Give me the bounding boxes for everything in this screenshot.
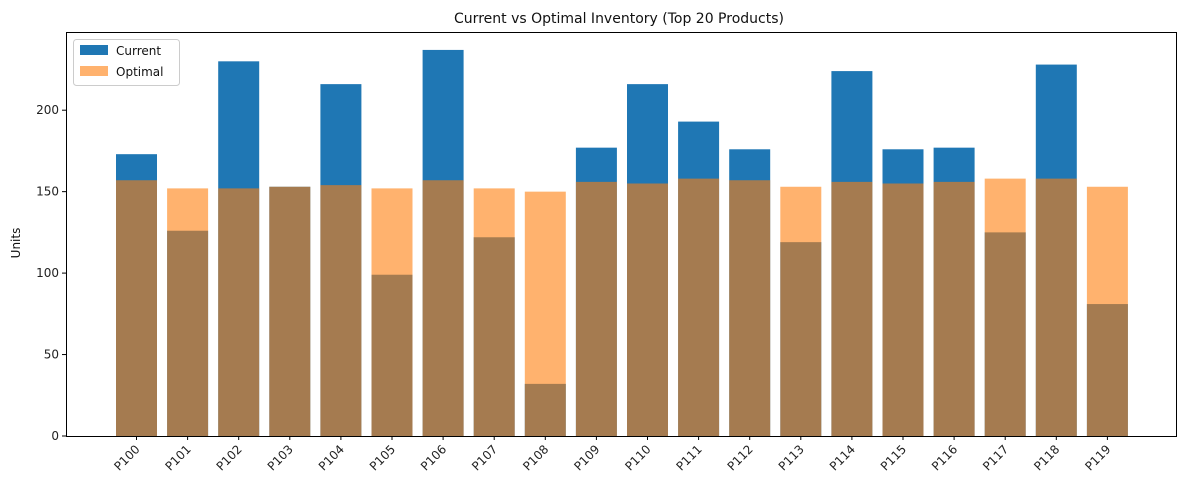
bar-optimal-p102: [218, 188, 260, 436]
bars-layer: [116, 49, 1128, 437]
bar-optimal-p107: [473, 188, 515, 436]
x-tick-label: P106: [418, 442, 449, 473]
bar-optimal-p111: [678, 178, 720, 436]
legend-label-current: Current: [116, 44, 161, 58]
bar-optimal-p106: [422, 180, 464, 436]
chart-title: Current vs Optimal Inventory (Top 20 Pro…: [454, 11, 784, 27]
y-tick-label: 150: [36, 185, 59, 199]
x-tick-label: P111: [674, 442, 705, 473]
x-tick-label: P101: [163, 442, 194, 473]
bar-optimal-p110: [627, 183, 668, 436]
bar-optimal-p112: [729, 180, 771, 436]
y-tick-label: 0: [51, 429, 59, 443]
legend-label-optimal: Optimal: [116, 65, 163, 79]
bar-optimal-p113: [780, 186, 822, 436]
bar-optimal-p108: [524, 191, 566, 436]
y-tick-label: 50: [44, 348, 59, 362]
x-tick-label: P116: [929, 442, 960, 473]
x-tick-label: P107: [469, 442, 500, 473]
legend-swatch-optimal: [80, 66, 108, 76]
bar-optimal-p109: [575, 181, 617, 436]
x-tick-label: P113: [776, 442, 807, 473]
x-tick-label: P100: [111, 442, 142, 473]
bar-optimal-p115: [882, 183, 924, 436]
bar-optimal-p101: [167, 188, 209, 436]
x-tick-label: P104: [316, 442, 347, 473]
x-tick-label: P110: [622, 442, 653, 473]
x-tick-label: P114: [827, 442, 858, 473]
bar-optimal-p118: [1035, 178, 1077, 436]
x-axis: P100 P101 P102 P103 P104 P105 P106 P107 P108 P109…: [111, 436, 1114, 473]
x-tick-label: P119: [1082, 442, 1113, 473]
y-axis: 0 50 100 150 200: [36, 103, 66, 443]
bar-optimal-p116: [933, 181, 975, 436]
x-tick-label: P115: [878, 442, 909, 473]
y-tick-label: 200: [36, 103, 59, 117]
y-tick-label: 100: [36, 266, 59, 280]
plot-frame: [66, 32, 1177, 437]
bar-optimal-p114: [831, 181, 873, 436]
y-axis-label: Units: [9, 228, 23, 259]
x-tick-label: P105: [367, 442, 398, 473]
x-tick-label: P103: [265, 442, 296, 473]
bar-optimal-p119: [1086, 186, 1128, 436]
x-tick-label: P112: [725, 442, 756, 473]
legend: Current Optimal: [73, 39, 180, 86]
bar-optimal-p105: [371, 188, 413, 436]
x-tick-label: P118: [1031, 442, 1062, 473]
x-tick-label: P108: [520, 442, 551, 473]
x-tick-label: P109: [571, 442, 602, 473]
x-tick-label: P117: [980, 442, 1011, 473]
bar-optimal-p104: [320, 185, 362, 436]
x-tick-label: P102: [214, 442, 245, 473]
bar-optimal-p103: [269, 186, 311, 436]
legend-swatch-current: [80, 45, 108, 55]
bar-optimal-p117: [984, 178, 1026, 436]
bar-optimal-p100: [116, 180, 157, 436]
